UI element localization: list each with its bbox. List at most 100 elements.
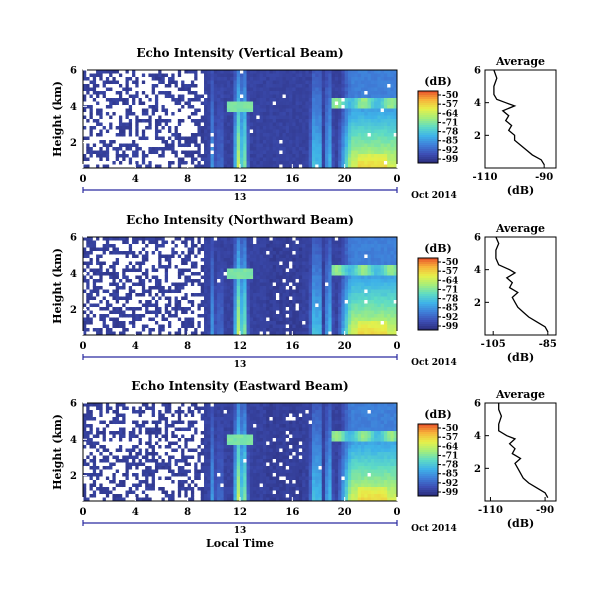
heatmap-cell [377, 101, 382, 106]
heatmap-cell [226, 133, 231, 137]
heatmap-cell [272, 261, 277, 266]
heatmap-cell [135, 296, 139, 301]
heatmap-cell [275, 272, 280, 276]
heatmap-cell [118, 240, 123, 245]
heatmap-cell [380, 87, 385, 92]
colorbar-step [418, 117, 438, 120]
heatmap-cell [318, 321, 323, 325]
heatmap-cell [174, 314, 179, 318]
heatmap-cell [256, 261, 261, 266]
heatmap-cell [236, 314, 241, 318]
heatmap-cell [115, 293, 120, 297]
heatmap-cell [246, 314, 251, 318]
heatmap-cell [243, 265, 247, 269]
heatmap-cell [272, 147, 277, 151]
heatmap-cell [96, 293, 100, 297]
heatmap-cell [357, 108, 362, 113]
heatmap-cell [308, 91, 313, 95]
heatmap-cell [122, 154, 126, 158]
heatmap-cell [328, 136, 332, 141]
heatmap-cell [145, 119, 149, 123]
heatmap-cell [344, 70, 349, 74]
heatmap-cell [83, 164, 87, 169]
heatmap-cell [383, 98, 388, 102]
heatmap-cell [243, 84, 247, 88]
heatmap-cell [302, 73, 306, 78]
heatmap-cell [168, 87, 172, 92]
heatmap-cell [190, 314, 195, 318]
heatmap-cell [92, 251, 97, 255]
heatmap-cell [266, 247, 270, 252]
heatmap-cell [109, 122, 113, 127]
heatmap-cell [112, 140, 117, 144]
heatmap-cell [334, 275, 339, 280]
heatmap-cell [128, 73, 133, 78]
heatmap-cell [158, 321, 162, 325]
heatmap-cell [236, 129, 241, 134]
heatmap-cell [272, 108, 277, 113]
heatmap-cell [387, 87, 391, 92]
heatmap-cell [220, 247, 225, 252]
heatmap-cell [132, 289, 136, 294]
colorbar-tick-label: -99 [442, 155, 458, 165]
x-tick-label: 12 [233, 174, 247, 185]
heatmap-cell [204, 150, 208, 155]
heatmap-cell [338, 140, 342, 144]
heatmap-cell [266, 237, 270, 241]
heatmap-cell [177, 300, 182, 304]
heatmap-cell [308, 136, 313, 141]
heatmap-cell [187, 272, 192, 276]
heatmap-cell [311, 70, 316, 74]
heatmap-cell [361, 154, 365, 158]
heatmap-cell [168, 164, 172, 169]
heatmap-cell [148, 237, 153, 241]
heatmap-cell [275, 84, 280, 88]
heatmap-cell [200, 150, 205, 155]
heatmap-cell [161, 115, 166, 120]
heatmap-cell [138, 272, 143, 276]
heatmap-cell [171, 300, 175, 304]
heatmap-cell [194, 244, 198, 248]
heatmap-cell [272, 254, 277, 259]
heatmap-cell [118, 164, 123, 169]
heatmap-cell [158, 251, 162, 255]
heatmap-cell [295, 150, 300, 155]
heatmap-cell [321, 140, 326, 144]
heatmap-cell [292, 77, 296, 81]
heatmap-cell [321, 251, 326, 255]
heatmap-cell [109, 310, 113, 315]
heatmap-cell [318, 157, 323, 162]
heatmap-cell [200, 293, 205, 297]
heatmap-cell [361, 136, 365, 141]
heatmap-cell [141, 272, 146, 276]
heatmap-cell [207, 282, 211, 287]
heatmap-cell [158, 87, 162, 92]
heatmap-cell [207, 94, 211, 99]
heatmap-cell [141, 154, 146, 158]
colorbar-step [418, 153, 438, 156]
heatmap-cell [240, 300, 244, 304]
heatmap-cell [318, 98, 323, 102]
heatmap-cell [249, 147, 254, 151]
heatmap-cell [259, 286, 264, 290]
heatmap-cell [181, 133, 185, 137]
heatmap-cell [374, 122, 378, 127]
heatmap-cell [217, 161, 221, 165]
heatmap-cell [285, 84, 290, 88]
heatmap-cell [321, 154, 326, 158]
heatmap-cell [181, 251, 185, 255]
heatmap-cell [187, 268, 192, 273]
heatmap-cell [230, 122, 234, 127]
heatmap-cell [204, 240, 208, 245]
heatmap-cell [351, 101, 355, 106]
heatmap-cell [315, 87, 319, 92]
heatmap-cell [351, 105, 355, 109]
heatmap-cell [190, 94, 195, 99]
heatmap-cell [168, 73, 172, 78]
heatmap-cell [115, 296, 120, 301]
heatmap-cell [92, 84, 97, 88]
heatmap-cell [177, 136, 182, 141]
heatmap-cell [328, 147, 332, 151]
heatmap-cell [181, 272, 185, 276]
heatmap-cell [351, 115, 355, 120]
